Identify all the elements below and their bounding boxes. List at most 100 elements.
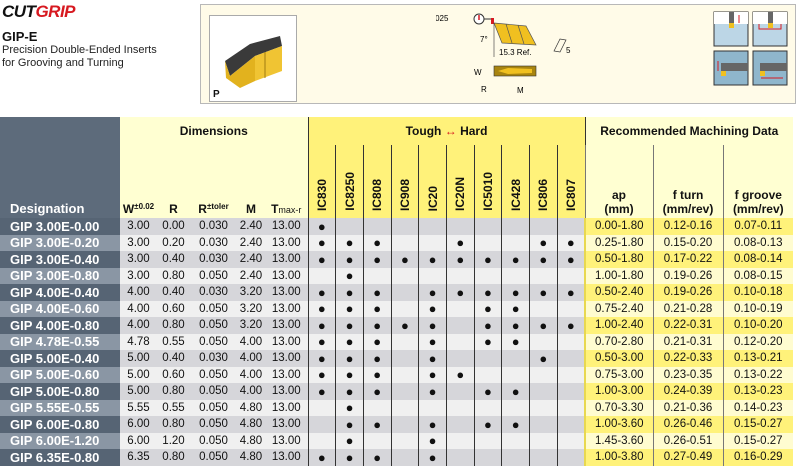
available-dot-icon: ● <box>511 251 520 267</box>
available-dot-icon: ● <box>428 334 437 350</box>
dimension-cell: 0.050 <box>190 432 237 449</box>
dimension-cell: 0.40 <box>157 350 190 367</box>
grade-availability-cell: ● <box>445 251 475 268</box>
dimension-cell: 0.050 <box>190 449 237 466</box>
radius-label: R <box>481 85 487 94</box>
grade-availability-cell: ● <box>556 317 586 334</box>
grade-availability-cell <box>529 432 558 449</box>
dimension-cell: 13.00 <box>265 284 308 301</box>
grade-availability-cell: ● <box>362 333 392 350</box>
dimension-cell: 4.80 <box>237 449 265 466</box>
grade-col-header: IC908 <box>390 145 419 218</box>
hard-label: Hard <box>460 124 488 138</box>
grade-availability-cell: ● <box>390 317 419 334</box>
machining-cell: 0.21-0.28 <box>652 300 724 317</box>
available-dot-icon: ● <box>345 334 354 350</box>
material-code: P <box>213 89 220 100</box>
dimension-cell: 3.00 <box>120 218 157 235</box>
grade-availability-cell: ● <box>362 416 392 433</box>
grade-availability-cell: ● <box>473 300 502 317</box>
grade-availability-cell: ● <box>556 251 586 268</box>
dim-col-header: R±toler <box>190 145 237 218</box>
dimension-cell: 0.030 <box>190 218 237 235</box>
machining-cell: 0.08-0.15 <box>722 267 794 284</box>
dimension-cell: 13.00 <box>265 251 308 268</box>
grade-availability-cell <box>473 267 502 284</box>
machining-cell: 0.24-0.39 <box>652 383 724 400</box>
machining-cell: 0.14-0.23 <box>722 399 794 416</box>
dim-col-main: M <box>246 202 256 216</box>
table-row: GIP 6.35E-0.80 6.35 0.80 0.050 4.80 13.00 ● ● ● ●… <box>0 449 794 466</box>
machining-col-label: f turn <box>672 188 704 202</box>
grade-availability-cell: ● <box>335 234 364 251</box>
internal-turn-op-icon <box>752 50 788 86</box>
available-dot-icon: ● <box>345 350 354 366</box>
table-row: GIP 6.00E-1.20 6.00 1.20 0.050 4.80 13.00 ● ● 1.… <box>0 432 794 449</box>
table-row: GIP 3.00E-0.80 3.00 0.80 0.050 2.40 13.00 ● 1.0… <box>0 267 794 284</box>
machining-cell: 0.21-0.31 <box>652 333 724 350</box>
available-dot-icon: ● <box>456 284 465 300</box>
grade-availability-cell <box>390 333 419 350</box>
grade-availability-cell: ● <box>335 350 364 367</box>
grade-availability-cell: ● <box>418 383 447 400</box>
grade-availability-cell <box>390 383 419 400</box>
available-dot-icon: ● <box>373 350 382 366</box>
machining-cell: 0.10-0.20 <box>722 317 794 334</box>
dimension-cell: 6.35 <box>120 449 157 466</box>
machining-cell: 0.50-2.40 <box>584 284 654 301</box>
grade-availability-cell: ● <box>335 449 364 466</box>
grade-availability-cell <box>556 449 586 466</box>
grade-availability-cell <box>390 218 419 235</box>
grade-availability-cell <box>473 234 502 251</box>
grade-availability-cell: ● <box>362 350 392 367</box>
designation-cell: GIP 5.55E-0.55 <box>0 399 120 416</box>
machining-cell: 1.00-3.80 <box>584 449 654 466</box>
grade-availability-cell: ● <box>556 234 586 251</box>
machining-col-unit: (mm/rev) <box>732 202 784 216</box>
grade-availability-cell <box>501 399 530 416</box>
available-dot-icon: ● <box>373 317 382 333</box>
grade-col-header: IC8250 <box>335 145 364 218</box>
grade-availability-cell: ● <box>335 267 364 284</box>
grade-availability-cell <box>390 416 419 433</box>
grade-availability-cell: ● <box>501 251 530 268</box>
dimension-cell: 0.20 <box>157 234 190 251</box>
grade-availability-cell <box>362 399 392 416</box>
logo-part-grip: GRIP <box>35 2 76 21</box>
available-dot-icon: ● <box>373 334 382 350</box>
dimension-cell: 3.00 <box>120 234 157 251</box>
machining-cell: 0.10-0.18 <box>722 284 794 301</box>
available-dot-icon: ● <box>373 367 382 383</box>
machining-cell: 0.22-0.31 <box>652 317 724 334</box>
grade-availability-cell: ● <box>307 317 336 334</box>
grade-availability-cell: ● <box>335 383 364 400</box>
table-row: GIP 5.55E-0.55 5.55 0.55 0.050 4.80 13.00 ● 0.7… <box>0 399 794 416</box>
dimension-cell: 13.00 <box>265 350 308 367</box>
available-dot-icon: ● <box>539 235 548 251</box>
grade-availability-cell <box>529 399 558 416</box>
insert-dimension-diagram: ±0.025 7° 15.3 Ref. 5 W R M <box>436 13 571 95</box>
grade-availability-cell: ● <box>418 432 447 449</box>
grade-availability-cell <box>529 333 558 350</box>
grade-availability-cell <box>445 399 475 416</box>
grade-availability-cell: ● <box>473 251 502 268</box>
dimension-cell: 0.60 <box>157 366 190 383</box>
dim-col-sub: max-r <box>278 205 302 215</box>
machining-cell: 0.25-1.80 <box>584 234 654 251</box>
dimension-cell: 0.40 <box>157 251 190 268</box>
grade-availability-cell: ● <box>335 300 364 317</box>
grade-availability-cell: ● <box>390 251 419 268</box>
grade-availability-cell <box>307 267 336 284</box>
available-dot-icon: ● <box>373 284 382 300</box>
dimension-cell: 0.80 <box>157 416 190 433</box>
grade-availability-cell <box>418 399 447 416</box>
available-dot-icon: ● <box>345 416 354 432</box>
dim-5-label: 5 <box>566 46 571 55</box>
available-dot-icon: ● <box>428 317 437 333</box>
dimension-cell: 3.20 <box>237 317 265 334</box>
grade-availability-cell: ● <box>418 366 447 383</box>
grade-availability-cell: ● <box>362 284 392 301</box>
machining-cell: 0.26-0.51 <box>652 432 724 449</box>
grade-availability-cell: ● <box>307 366 336 383</box>
grade-col-header: IC830 <box>307 145 336 218</box>
